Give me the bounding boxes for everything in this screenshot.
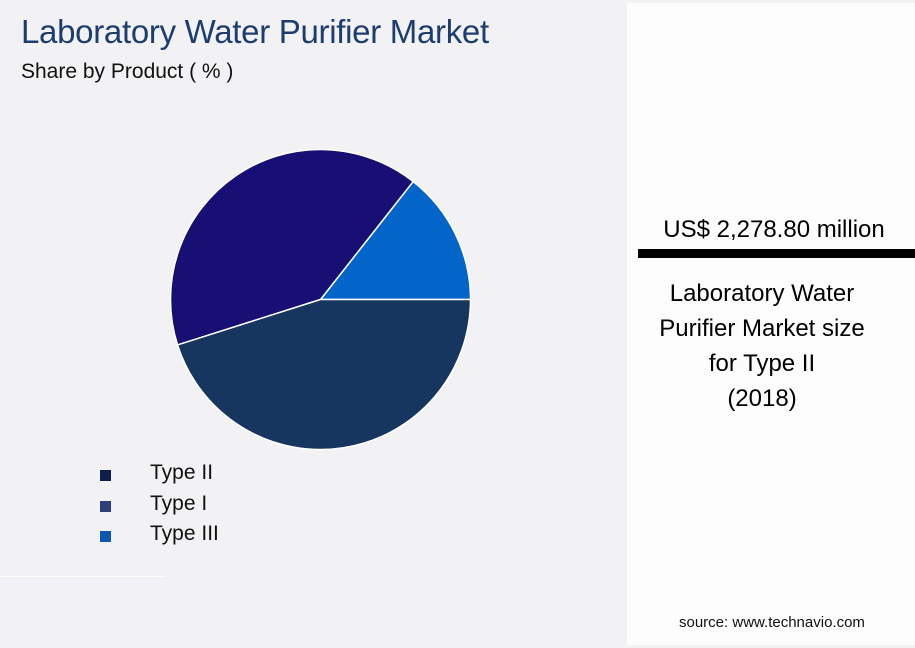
pie-slice-type-iii — [318, 180, 472, 301]
value-underline — [638, 249, 915, 258]
description-line: Purifier Market size — [659, 315, 865, 342]
divider — [0, 576, 165, 577]
legend-swatch-icon — [100, 470, 111, 481]
chart-title: Laboratory Water Purifier Market — [21, 13, 489, 50]
stat-panel: US$ 2,278.80 million Laboratory Water Pu… — [627, 3, 915, 645]
market-size-value: US$ 2,278.80 million — [663, 216, 885, 243]
legend-swatch-icon — [100, 500, 111, 512]
pie-chart — [168, 147, 473, 452]
description-line: (2018) — [727, 385, 797, 412]
legend-label: Type III — [150, 522, 219, 545]
legend-swatch-icon — [100, 531, 111, 542]
chart-subtitle: Share by Product ( % ) — [21, 60, 234, 83]
source-credit: source: www.technavio.com — [679, 614, 865, 631]
description-line: Laboratory Water — [669, 280, 855, 307]
market-size-description: Laboratory Water Purifier Market size fo… — [627, 276, 897, 416]
pie-slice-type-i — [176, 298, 472, 451]
legend-label: Type I — [150, 491, 208, 515]
pie-chart-svg — [169, 148, 472, 451]
description-line: for Type II — [708, 350, 816, 377]
pie-slice-type-ii — [169, 148, 415, 346]
legend-label: Type II — [150, 461, 214, 484]
